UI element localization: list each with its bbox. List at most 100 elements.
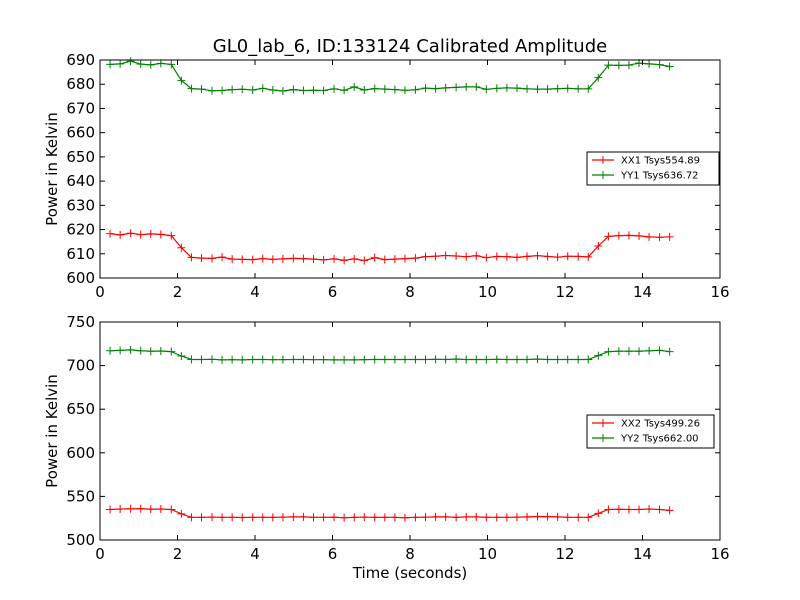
data-point <box>482 355 491 364</box>
data-point <box>167 60 176 69</box>
data-point <box>553 355 562 364</box>
data-point <box>421 252 430 261</box>
data-point <box>665 62 674 71</box>
data-point <box>106 505 115 514</box>
data-point <box>594 509 603 518</box>
data-point <box>197 513 206 522</box>
y-tick-label: 650 <box>66 400 95 418</box>
data-point <box>258 84 267 93</box>
data-point <box>340 513 349 522</box>
legend-label: XX2 Tsys499.26 <box>621 419 700 430</box>
y-tick-label: 690 <box>66 51 95 69</box>
data-point <box>512 84 521 93</box>
data-point <box>431 84 440 93</box>
data-point <box>523 252 532 261</box>
data-point <box>126 504 135 513</box>
data-point <box>156 505 165 514</box>
data-point <box>289 85 298 94</box>
data-point <box>268 513 277 522</box>
data-point <box>411 254 420 263</box>
data-point <box>278 513 287 522</box>
data-point <box>665 347 674 356</box>
data-point <box>248 255 257 264</box>
data-point <box>390 355 399 364</box>
chart-title: GL0_lab_6, ID:133124 Calibrated Amplitud… <box>213 36 607 57</box>
data-point <box>187 513 196 522</box>
data-point <box>187 355 196 364</box>
data-point <box>177 76 186 85</box>
x-tick-label: 8 <box>405 545 415 563</box>
data-point <box>512 355 521 364</box>
data-point <box>177 509 186 518</box>
data-point <box>400 513 409 522</box>
data-point <box>299 355 308 364</box>
series-line-2 <box>110 60 670 92</box>
data-point <box>218 513 227 522</box>
data-point <box>452 251 461 260</box>
y-tick-label: 630 <box>66 196 95 214</box>
data-point <box>574 355 583 364</box>
data-point <box>624 347 633 356</box>
data-point <box>330 355 339 364</box>
data-point <box>136 230 145 239</box>
x-tick-label: 14 <box>633 283 652 301</box>
data-point <box>635 347 644 356</box>
x-tick-label: 0 <box>95 545 105 563</box>
y-tick-label: 750 <box>66 313 95 331</box>
data-point <box>116 346 125 355</box>
data-point <box>146 229 155 238</box>
data-point <box>248 355 257 364</box>
data-point <box>360 256 369 265</box>
data-point <box>390 85 399 94</box>
x-tick-label: 8 <box>405 283 415 301</box>
x-tick-label: 16 <box>710 283 729 301</box>
data-point <box>167 347 176 356</box>
legend-marker <box>599 156 607 164</box>
data-point <box>228 255 237 264</box>
legend: XX1 Tsys554.89 YY1 Tsys636.72 <box>586 151 720 186</box>
data-point <box>156 346 165 355</box>
data-point <box>533 355 542 364</box>
y-axis-label: Power in Kelvin <box>43 374 61 488</box>
data-point <box>167 231 176 240</box>
data-point <box>360 86 369 95</box>
data-point <box>340 86 349 95</box>
x-tick-label: 10 <box>478 283 497 301</box>
y-tick-label: 550 <box>66 487 95 505</box>
data-point <box>197 254 206 263</box>
data-point <box>258 355 267 364</box>
data-point <box>441 251 450 260</box>
data-point <box>289 512 298 521</box>
data-point <box>218 355 227 364</box>
data-point <box>278 355 287 364</box>
data-point <box>431 355 440 364</box>
data-point <box>340 355 349 364</box>
data-point <box>543 355 552 364</box>
y-tick-label: 660 <box>66 124 95 142</box>
y-tick-label: 600 <box>66 444 95 462</box>
data-point <box>462 252 471 261</box>
data-point <box>482 253 491 262</box>
data-point <box>177 243 186 252</box>
legend-label: XX1 Tsys554.89 <box>621 156 700 167</box>
legend-label: YY2 Tsys662.00 <box>620 434 699 445</box>
data-point <box>533 251 542 260</box>
data-point <box>238 85 247 94</box>
data-point <box>390 513 399 522</box>
data-point <box>278 254 287 263</box>
data-point <box>146 347 155 356</box>
data-point <box>431 512 440 521</box>
data-point <box>472 355 481 364</box>
data-point <box>380 85 389 94</box>
data-point <box>502 355 511 364</box>
data-point <box>655 233 664 242</box>
x-tick-label: 4 <box>250 283 260 301</box>
y-tick-label: 640 <box>66 172 95 190</box>
data-point <box>553 84 562 93</box>
data-point <box>248 513 257 522</box>
data-point <box>400 254 409 263</box>
data-point <box>543 512 552 521</box>
x-tick-label: 2 <box>173 283 183 301</box>
data-point <box>421 513 430 522</box>
